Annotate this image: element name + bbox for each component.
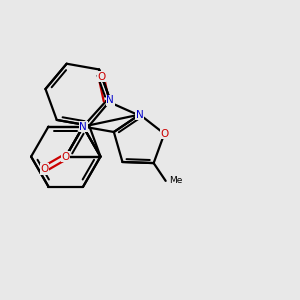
Text: N: N	[106, 95, 114, 105]
Text: N: N	[79, 122, 87, 132]
Text: Me: Me	[169, 176, 182, 185]
Text: O: O	[40, 164, 49, 174]
Text: O: O	[62, 152, 70, 162]
Text: N: N	[136, 110, 144, 119]
Text: O: O	[160, 129, 168, 139]
Text: O: O	[97, 72, 105, 82]
